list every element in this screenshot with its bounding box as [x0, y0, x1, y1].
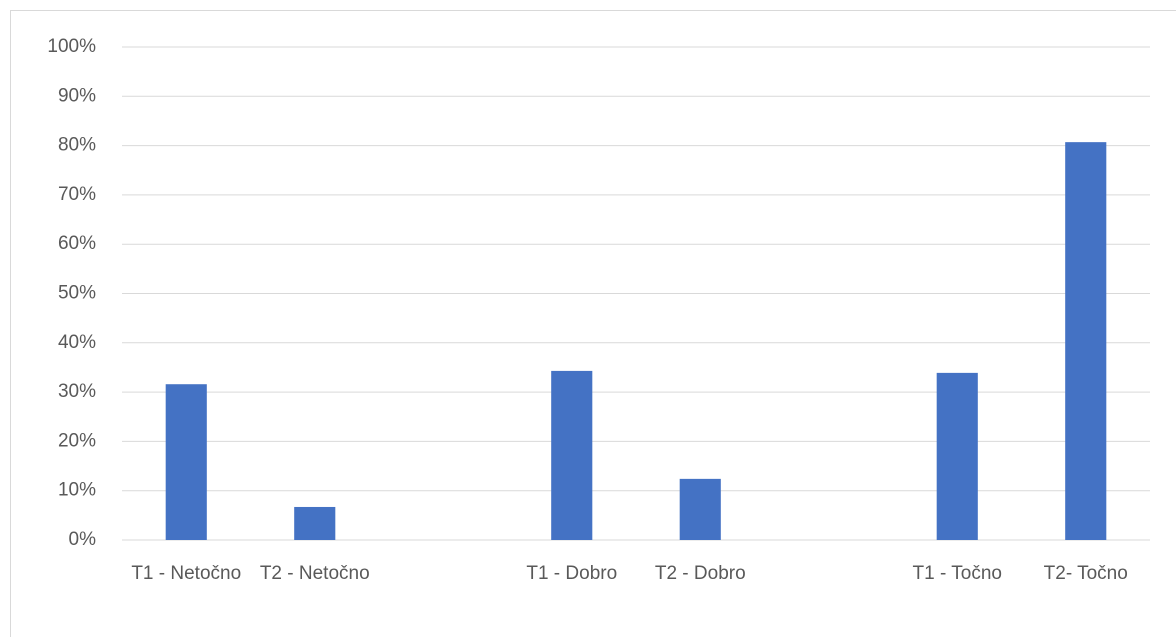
y-tick-label: 10%	[58, 480, 96, 501]
bar	[936, 372, 978, 540]
y-tick-label: 90%	[58, 85, 96, 106]
bar	[1065, 142, 1107, 541]
bar	[679, 478, 721, 540]
y-tick-label: 0%	[69, 529, 97, 550]
x-tick-label: T2- Točno	[1043, 563, 1128, 584]
y-tick-label: 80%	[58, 135, 96, 156]
y-tick-label: 50%	[58, 283, 96, 304]
bar	[551, 370, 593, 540]
bar	[294, 506, 336, 540]
y-tick-label: 30%	[58, 381, 96, 402]
x-tick-label: T1 - Točno	[912, 563, 1002, 584]
y-tick-label: 70%	[58, 184, 96, 205]
y-tick-label: 40%	[58, 332, 96, 353]
chart-frame	[10, 10, 1176, 637]
x-tick-label: T1 - Dobro	[526, 563, 618, 584]
x-tick-label: T1 - Netočno	[131, 563, 242, 584]
x-tick-label: T2 - Dobro	[654, 563, 746, 584]
y-tick-label: 60%	[58, 233, 96, 254]
y-tick-label: 100%	[47, 36, 96, 57]
y-tick-label: 20%	[58, 430, 96, 451]
bar	[165, 384, 207, 540]
x-tick-label: T2 - Netočno	[259, 563, 370, 584]
